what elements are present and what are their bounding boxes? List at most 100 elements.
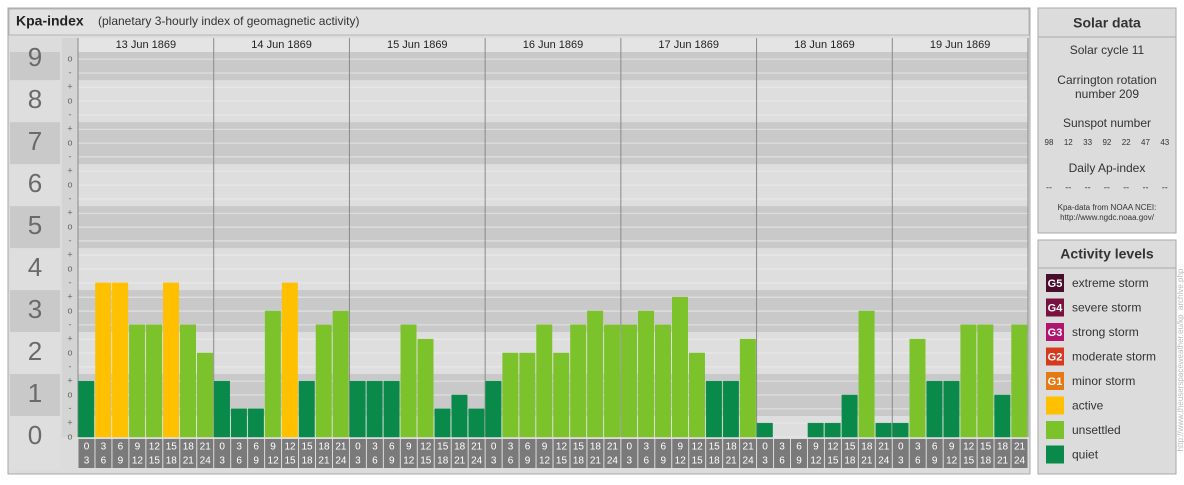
chart-title: Kpa-index [16,13,84,29]
minor-tick-label: + [67,376,72,386]
hour-start: 3 [644,442,650,453]
hour-box [553,439,570,468]
bar [688,352,705,438]
hour-box [807,439,824,468]
legend-swatch [1046,347,1064,366]
hour-box [909,439,926,468]
hour-end: 3 [627,456,633,467]
hour-box [706,439,723,468]
hour-start: 15 [573,442,585,453]
y-tick-label: 5 [28,210,42,240]
legend-swatch [1046,396,1064,415]
bar [400,324,417,438]
hour-end: 21 [318,456,330,467]
label-band [10,52,60,81]
legend-label: quiet [1072,448,1099,462]
hour-start: 3 [779,442,785,453]
solar-cycle: Solar cycle 11 [1070,43,1145,57]
ap-value: -- [1046,182,1052,192]
hour-box [791,439,807,468]
legend-label: active [1072,399,1104,413]
hour-end: 6 [915,456,921,467]
hour-start: 12 [827,442,839,453]
hour-start: 12 [149,442,161,453]
label-band [10,416,60,469]
panel-title: Activity levels [1060,246,1154,262]
minor-tick-label: - [69,403,72,413]
hour-end: 24 [743,456,755,467]
minor-tick-label: - [69,361,72,371]
bar [536,324,553,438]
ap-value: -- [1162,182,1168,192]
legend-swatch [1046,421,1064,439]
minor-tick-label: + [67,418,72,428]
hour-start: 12 [420,442,432,453]
minor-tick-label: + [67,208,72,218]
bar [638,310,655,438]
hour-start: 21 [878,442,890,453]
hour-end: 24 [878,456,890,467]
minor-tick-label: o [67,95,72,105]
hour-box [146,439,163,468]
hour-end: 18 [301,456,313,467]
minor-tick-label: - [69,109,72,119]
y-tick-label: 6 [28,168,42,198]
hour-box [841,439,858,468]
hour-box [774,439,790,468]
hour-end: 18 [573,456,585,467]
hour-start: 18 [454,442,466,453]
hour-end: 24 [200,456,212,467]
bar [146,324,163,438]
hour-box [689,439,706,468]
bar [807,422,824,438]
hour-start: 21 [200,442,212,453]
y-tick-label: 0 [28,420,42,450]
hour-box [858,439,875,468]
hour-box [977,439,994,468]
hour-end: 21 [861,456,873,467]
legend-label: extreme storm [1072,276,1149,290]
hour-start: 0 [355,442,361,453]
hour-end: 15 [284,456,296,467]
hour-end: 15 [963,456,975,467]
hour-start: 9 [949,442,955,453]
hour-start: 6 [796,442,802,453]
bar [451,394,468,438]
hour-start: 15 [844,442,856,453]
sunspot-title: Sunspot number [1063,116,1151,130]
hour-start: 9 [813,442,819,453]
legend-code: G4 [1048,302,1064,314]
minor-tick-label: - [69,151,72,161]
hour-end: 24 [471,456,483,467]
bar [315,324,332,438]
hour-start: 15 [709,442,721,453]
minor-tick-label: - [69,235,72,245]
bar [383,380,400,438]
bar [417,338,434,438]
label-band [10,248,60,291]
hour-start: 18 [590,442,602,453]
minor-tick-label: o [67,137,72,147]
hour-start: 0 [762,442,768,453]
hour-end: 9 [796,456,802,467]
hour-end: 12 [946,456,958,467]
bar [841,394,858,438]
minor-tick-label: o [67,179,72,189]
ap-title: Daily Ap-index [1069,161,1146,175]
bar [230,408,247,438]
bar [264,310,281,438]
bar [875,422,892,438]
hour-box [316,439,332,468]
hour-start: 9 [270,442,276,453]
bar [485,380,502,438]
label-band [10,206,60,249]
hour-start: 15 [301,442,313,453]
hour-start: 3 [372,442,378,453]
carrington: Carrington rotation [1057,73,1156,87]
hour-box [1011,439,1028,468]
hour-box [299,439,315,468]
hour-start: 3 [508,442,514,453]
bar [926,380,943,438]
hour-box [926,439,943,468]
bar [977,324,994,438]
